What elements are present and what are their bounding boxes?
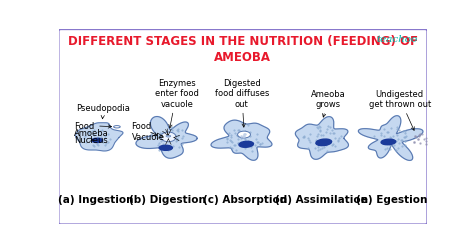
Ellipse shape xyxy=(239,142,254,148)
Ellipse shape xyxy=(91,139,102,143)
Text: Undigested
get thrown out: Undigested get thrown out xyxy=(369,89,431,131)
Text: (d) Assimilation: (d) Assimilation xyxy=(275,194,368,204)
Text: Amoeba: Amoeba xyxy=(74,129,109,138)
Ellipse shape xyxy=(237,132,250,138)
Ellipse shape xyxy=(381,140,396,145)
Ellipse shape xyxy=(114,126,120,129)
Text: teachoo: teachoo xyxy=(376,35,418,44)
FancyBboxPatch shape xyxy=(58,30,428,225)
Text: Pseudopodia: Pseudopodia xyxy=(76,104,130,119)
Text: (c) Absorption: (c) Absorption xyxy=(203,194,287,204)
Polygon shape xyxy=(75,123,123,151)
Ellipse shape xyxy=(161,133,176,142)
Ellipse shape xyxy=(159,146,173,151)
Text: (e) Egestion: (e) Egestion xyxy=(356,194,428,204)
Text: (b) Digestion: (b) Digestion xyxy=(129,194,206,204)
Polygon shape xyxy=(358,116,423,161)
Ellipse shape xyxy=(166,136,171,138)
Polygon shape xyxy=(295,117,348,160)
Text: AMEOBA: AMEOBA xyxy=(214,51,272,64)
Polygon shape xyxy=(211,121,272,161)
Ellipse shape xyxy=(316,140,332,146)
Text: Nucleus: Nucleus xyxy=(74,136,108,145)
Text: DIFFERENT STAGES IN THE NUTRITION (FEEDING) OF: DIFFERENT STAGES IN THE NUTRITION (FEEDI… xyxy=(68,35,418,48)
Text: Food
Vacuole: Food Vacuole xyxy=(132,122,164,141)
Text: Food: Food xyxy=(74,121,111,130)
Text: Enzymes
enter food
vacuole: Enzymes enter food vacuole xyxy=(155,79,199,129)
Text: Digested
food diffuses
out: Digested food diffuses out xyxy=(215,79,269,128)
Text: (a) Ingestion: (a) Ingestion xyxy=(58,194,134,204)
Polygon shape xyxy=(136,117,197,159)
Text: Ameoba
grows: Ameoba grows xyxy=(311,89,346,118)
